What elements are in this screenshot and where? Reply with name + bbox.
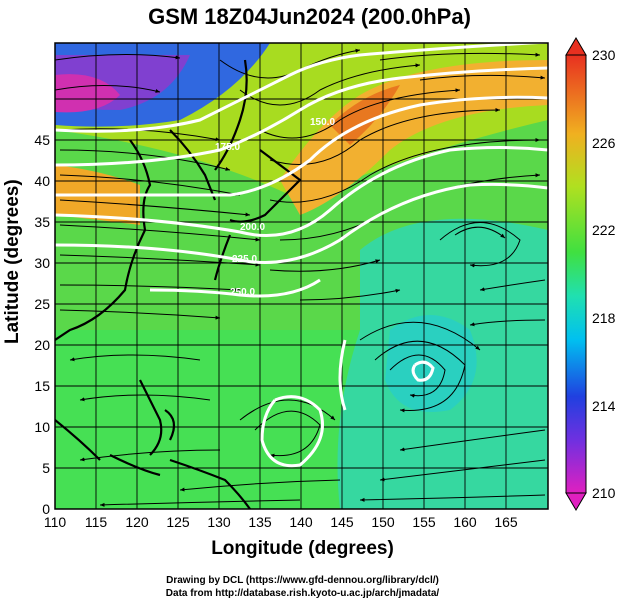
x-axis-label: Longitude (degrees) (211, 538, 394, 559)
contour-label-5: 150.0 (310, 117, 335, 128)
x-tick-labels: 110 115 120 125 130 135 140 145 150 155 … (44, 514, 518, 530)
colorbar-tick-218: 218 (592, 310, 616, 326)
credit-line-2: Data from http://database.rish.kyoto-u.a… (165, 588, 440, 599)
x-tick-115: 115 (85, 514, 108, 530)
colorbar-top-triangle (565, 37, 587, 56)
map-title: GSM 18Z04Jun2024 (200.0hPa) (148, 4, 471, 29)
contour-label-2: 225.0 (232, 254, 257, 265)
x-tick-120: 120 (125, 514, 149, 530)
x-tick-140: 140 (289, 514, 313, 530)
y-tick-0: 0 (42, 501, 50, 517)
field-east-cyan-core (385, 315, 477, 412)
y-tick-40: 40 (34, 173, 50, 189)
y-tick-25: 25 (34, 296, 50, 312)
height-contours (55, 43, 548, 468)
contour-label-1: 250.0 (230, 287, 255, 298)
contour-labels: 250.0 225.0 200.0 175.0 150.0 (215, 117, 335, 298)
x-tick-130: 130 (207, 514, 231, 530)
y-tick-45: 45 (34, 132, 50, 148)
x-tick-160: 160 (453, 514, 477, 530)
x-tick-135: 135 (248, 514, 272, 530)
y-tick-15: 15 (34, 378, 50, 394)
y-tick-20: 20 (34, 337, 50, 353)
x-tick-110: 110 (44, 514, 67, 530)
x-tick-145: 145 (330, 514, 354, 530)
contour-label-4: 175.0 (215, 142, 240, 153)
colorbar-tick-210: 210 (592, 485, 616, 501)
x-tick-165: 165 (494, 514, 518, 530)
colorbar-gradient (565, 54, 587, 494)
y-tick-30: 30 (34, 255, 50, 271)
credit-line-1: Drawing by DCL (https://www.gfd-dennou.o… (166, 575, 439, 586)
contour-label-3: 200.0 (240, 222, 265, 233)
colorbar-bottom-triangle (565, 492, 587, 511)
x-tick-125: 125 (166, 514, 190, 530)
y-tick-5: 5 (42, 460, 50, 476)
colorbar-tick-226: 226 (592, 135, 616, 151)
x-tick-150: 150 (371, 514, 395, 530)
colorbar-tick-222: 222 (592, 222, 616, 238)
colorbar: 210 214 218 222 226 230 (565, 37, 616, 511)
y-tick-35: 35 (34, 214, 50, 230)
y-tick-10: 10 (34, 419, 50, 435)
gridlines (55, 43, 548, 509)
x-tick-155: 155 (412, 514, 436, 530)
colorbar-tick-214: 214 (592, 398, 616, 414)
colorbar-tick-230: 230 (592, 47, 616, 63)
plot-frame (54, 42, 549, 510)
y-tick-labels: 0 5 10 15 20 25 30 35 40 45 (34, 132, 50, 517)
field-cold-low-magenta (55, 74, 120, 113)
